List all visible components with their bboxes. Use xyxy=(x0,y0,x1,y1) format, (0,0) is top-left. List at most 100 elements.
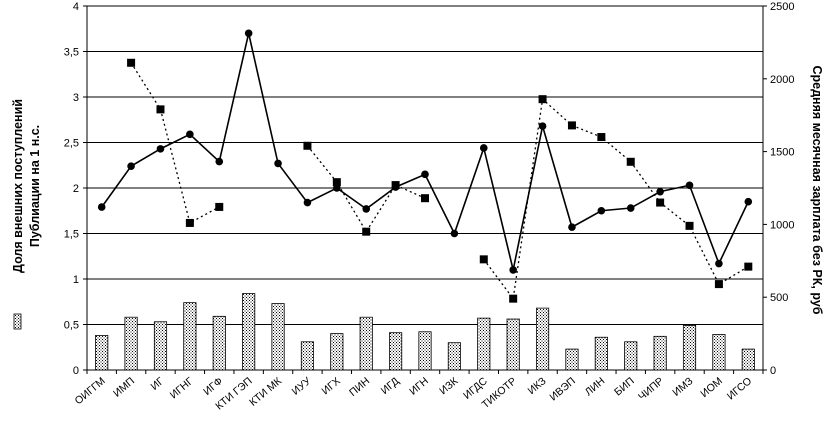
bar xyxy=(271,303,285,371)
category-label: ИВЭП xyxy=(547,375,577,403)
bar xyxy=(682,325,697,371)
circle-point xyxy=(656,187,664,196)
category-label: ИМЗ xyxy=(670,375,695,399)
circle-point xyxy=(715,259,723,268)
right-axis-title: Средняя месячная зарплата без РК, руб xyxy=(810,65,824,314)
square-point xyxy=(127,58,136,67)
left-tick-label: 0 xyxy=(73,365,79,377)
square-point xyxy=(538,95,547,104)
square-point xyxy=(156,105,165,114)
circle-point xyxy=(597,206,606,215)
circle-point xyxy=(450,229,459,238)
category-label: ИУУ xyxy=(290,375,314,398)
category-label: КТИ МК xyxy=(247,375,284,409)
bar xyxy=(447,342,461,371)
square-point xyxy=(656,198,665,207)
circle-point xyxy=(744,197,753,206)
bar xyxy=(389,332,403,371)
left-axis-title: Публиации на 1 н.с. xyxy=(28,125,42,247)
category-label: ИГФ xyxy=(201,375,225,398)
right-tick-label: 2500 xyxy=(770,1,794,13)
series-line-dotted xyxy=(483,97,749,301)
square-point xyxy=(685,221,694,230)
bar xyxy=(624,341,638,371)
left-tick-label: 3,5 xyxy=(64,47,79,59)
right-tick-label: 0 xyxy=(770,365,776,377)
left-axis-title: Доля внешних поступлений xyxy=(11,99,25,273)
circle-point xyxy=(186,130,194,139)
category-label: ИКЗ xyxy=(526,375,549,397)
bar xyxy=(506,318,520,371)
category-label: ИГН xyxy=(407,375,431,398)
bar xyxy=(183,302,197,371)
circle-point xyxy=(362,205,371,213)
square-point xyxy=(479,255,488,264)
left-tick-label: 1 xyxy=(73,274,79,286)
category-label: БИП xyxy=(612,375,637,398)
circle-point xyxy=(274,159,282,168)
series-line-solid xyxy=(101,33,750,271)
bar xyxy=(653,335,667,371)
circle-point xyxy=(391,183,400,191)
circle-point xyxy=(156,145,165,153)
category-label: ЛИН xyxy=(583,375,608,398)
circle-point xyxy=(509,266,517,274)
left-tick-label: 4 xyxy=(73,1,79,13)
bar xyxy=(477,317,491,371)
circle-point xyxy=(568,223,576,231)
square-point xyxy=(744,262,753,271)
bar xyxy=(330,333,344,371)
circle-point xyxy=(127,162,135,170)
left-tick-label: 2 xyxy=(73,183,79,195)
bar xyxy=(741,348,755,371)
square-point xyxy=(626,157,635,166)
left-tick-label: 3 xyxy=(73,92,79,104)
category-label: ОИГГМ xyxy=(73,375,108,407)
square-point xyxy=(185,218,194,227)
left-tick-label: 1,5 xyxy=(64,229,79,241)
category-label: ПИН xyxy=(347,375,372,399)
bar xyxy=(95,335,109,371)
right-tick-label: 500 xyxy=(770,292,788,304)
category-label: ИГД xyxy=(379,375,402,397)
circle-point xyxy=(685,181,694,190)
right-tick-label: 1000 xyxy=(770,219,794,231)
series-line-dotted xyxy=(306,145,426,233)
bar xyxy=(594,336,608,371)
square-point xyxy=(714,280,723,289)
circle-point xyxy=(421,170,429,179)
bar xyxy=(124,316,138,371)
category-label: ИЗК xyxy=(437,375,461,398)
square-point xyxy=(597,133,606,142)
square-point xyxy=(509,294,518,303)
bar xyxy=(565,348,579,371)
right-tick-label: 2000 xyxy=(770,74,794,86)
left-tick-label: 0,5 xyxy=(64,320,79,332)
left-tick-label: 2,5 xyxy=(64,138,79,150)
circle-point xyxy=(244,29,253,38)
bar xyxy=(712,334,726,371)
circle-point xyxy=(215,157,224,166)
circle-point xyxy=(479,144,488,152)
right-tick-label: 1500 xyxy=(770,147,794,159)
square-point xyxy=(303,141,312,150)
square-point xyxy=(567,121,576,130)
category-label: ИГНГ xyxy=(168,375,196,401)
category-label: ИОМ xyxy=(698,375,724,400)
bar xyxy=(418,331,432,371)
circle-point xyxy=(333,184,341,192)
circle-point xyxy=(626,204,635,212)
bar xyxy=(535,307,550,371)
category-label: ИГХ xyxy=(320,375,343,397)
bar xyxy=(212,315,226,371)
square-point xyxy=(421,194,429,203)
bar xyxy=(300,341,315,371)
circle-point xyxy=(303,198,312,207)
category-label: ИГ xyxy=(149,375,167,393)
category-label: ИМП xyxy=(111,375,137,400)
square-point xyxy=(332,178,341,187)
square-point xyxy=(215,202,224,211)
circle-point xyxy=(97,203,106,211)
